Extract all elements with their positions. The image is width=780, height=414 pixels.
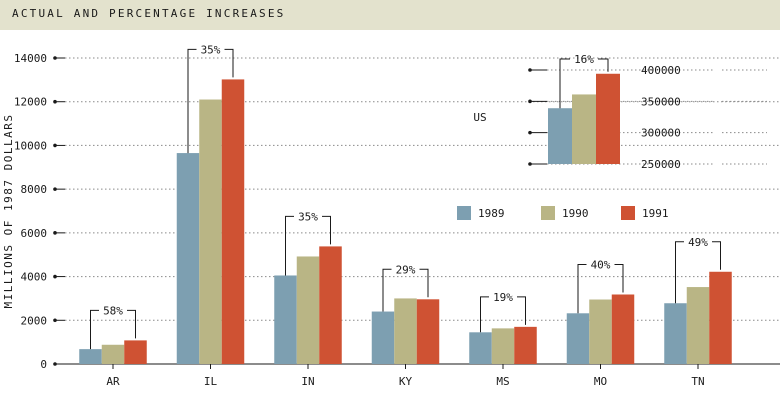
- bar-1989-IL: [176, 153, 200, 364]
- bar-1991-MS: [514, 326, 537, 364]
- bracket-left: [577, 263, 587, 314]
- legend-label: 1991: [642, 207, 669, 220]
- bar-1989-KY: [371, 311, 395, 364]
- y-tick-label: 10000: [14, 139, 47, 152]
- inset-category-label: US: [473, 111, 486, 124]
- bar-1991-MO: [611, 294, 635, 364]
- percent-label: 49%: [688, 236, 708, 249]
- x-tick-label: IN: [301, 375, 314, 388]
- legend-swatch-1991: [621, 206, 635, 220]
- bracket-right: [127, 309, 136, 339]
- bar-1989-TN: [664, 303, 687, 364]
- x-tick-label: AR: [106, 375, 120, 388]
- bar-1991-IL: [221, 79, 245, 365]
- bar-1991-IN: [319, 246, 342, 364]
- inset-y-tick-label: 250000: [641, 158, 681, 171]
- legend-swatch-1989: [457, 206, 471, 220]
- x-tick-label: KY: [399, 375, 413, 388]
- bracket-right: [712, 241, 721, 270]
- inset-y-tick-label: 350000: [641, 95, 681, 108]
- inset-bracket-right: [598, 58, 609, 72]
- bar-1990-IN: [296, 256, 320, 364]
- y-tick-dot: [53, 99, 57, 104]
- bracket-left: [187, 48, 197, 154]
- y-tick-dot: [53, 143, 57, 148]
- y-tick-label: 14000: [14, 52, 47, 65]
- y-tick-label: 12000: [14, 96, 47, 109]
- percent-label: 40%: [591, 258, 611, 271]
- y-tick-dot: [53, 231, 57, 235]
- x-tick-label: IL: [204, 375, 218, 388]
- bracket-right: [224, 48, 234, 78]
- bar-1990-IL: [199, 99, 222, 365]
- y-tick-label: 0: [40, 358, 47, 371]
- bar-1989-IN: [274, 275, 297, 364]
- inset-y-tick-label: 400000: [641, 64, 681, 77]
- bracket-left: [285, 215, 294, 276]
- bar-1991-KY: [416, 299, 440, 364]
- bar-1990-KY: [394, 298, 417, 364]
- inset-bar-1989: [548, 108, 572, 164]
- legend-label: 1990: [562, 207, 589, 220]
- bracket-left: [480, 296, 489, 333]
- percent-label: 29%: [396, 263, 416, 276]
- bracket-right: [614, 263, 624, 293]
- bar-1989-AR: [79, 349, 102, 364]
- percent-label: 58%: [103, 304, 123, 317]
- legend-swatch-1990: [541, 206, 555, 220]
- bar-1991-AR: [124, 340, 147, 364]
- percent-label: 35%: [298, 210, 318, 223]
- y-tick-label: 4000: [21, 271, 48, 284]
- bar-1990-AR: [101, 344, 125, 364]
- bar-1990-MS: [491, 328, 515, 364]
- x-tick-label: MS: [496, 375, 509, 388]
- y-tick-dot: [53, 274, 57, 279]
- inset-bracket-left: [559, 58, 570, 109]
- x-tick-label: TN: [691, 375, 704, 388]
- y-tick-label: 6000: [21, 227, 48, 240]
- bar-1989-MO: [566, 313, 590, 364]
- percent-label: 19%: [493, 291, 513, 304]
- bar-1990-TN: [686, 287, 710, 364]
- bracket-right: [419, 268, 429, 298]
- y-tick-dot: [53, 56, 57, 60]
- y-axis-label: MILLIONS OF 1987 DOLLARS: [2, 114, 15, 309]
- chart-title: ACTUAL AND PERCENTAGE INCREASES: [12, 7, 286, 20]
- bracket-right: [517, 296, 526, 325]
- legend-label: 1989: [478, 207, 505, 220]
- inset-bar-1991: [596, 73, 620, 164]
- y-tick-dot: [53, 318, 57, 323]
- bracket-left: [382, 268, 392, 312]
- bar-1991-TN: [709, 271, 732, 364]
- bracket-right: [322, 215, 331, 245]
- y-tick-label: 2000: [21, 314, 48, 327]
- inset-y-tick-label: 300000: [641, 127, 681, 140]
- bar-1989-MS: [469, 332, 492, 364]
- y-tick-dot: [53, 362, 57, 366]
- x-tick-label: MO: [594, 375, 607, 388]
- title-bar: ACTUAL AND PERCENTAGE INCREASES: [0, 0, 780, 30]
- bar-1990-MO: [589, 299, 612, 364]
- y-tick-dot: [53, 187, 57, 191]
- y-tick-label: 8000: [21, 183, 48, 196]
- bracket-left: [90, 309, 99, 350]
- inset-percent-label: 16%: [574, 53, 594, 66]
- percent-label: 35%: [201, 43, 221, 56]
- bracket-left: [675, 241, 684, 304]
- inset-bar-1990: [572, 94, 596, 164]
